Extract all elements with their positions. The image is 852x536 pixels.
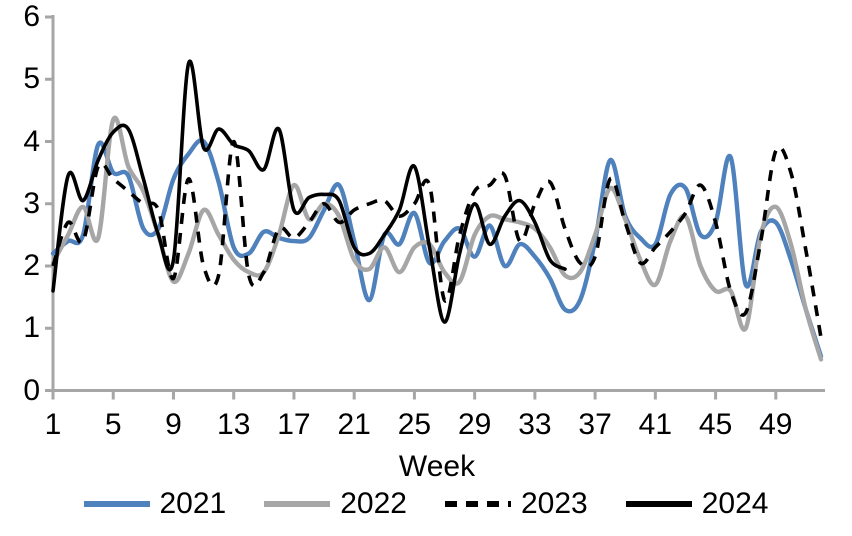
y-axis-tick-label: 4: [23, 124, 40, 158]
y-axis-tick-label: 5: [23, 62, 40, 96]
x-axis-tick-label: 13: [217, 408, 251, 441]
x-axis-tick-label: 37: [578, 408, 612, 441]
x-axis-tick-label: 21: [337, 408, 371, 441]
series-line-2022: [50, 115, 824, 362]
legend-label-2023: 2023: [521, 487, 588, 520]
x-axis-tick-label: 49: [759, 408, 793, 441]
legend-item-2024: 2024: [625, 487, 769, 521]
legend-swatch-2023: [445, 501, 511, 507]
x-axis-tick-label: 17: [277, 408, 311, 441]
x-axis-tick-label: 1: [44, 408, 62, 441]
legend-swatch-2021: [83, 501, 150, 507]
y-axis-tick-label: 1: [23, 311, 40, 345]
y-axis-tick-label: 0: [23, 373, 40, 407]
legend-item-2021: 2021: [83, 487, 227, 521]
x-axis-tick-label: 45: [698, 408, 733, 441]
legend-swatch-2022: [264, 501, 331, 507]
x-axis-tick-label: 33: [518, 408, 552, 441]
x-axis-tick-label: 5: [104, 408, 122, 441]
legend-item-2023: 2023: [445, 487, 588, 521]
legend: 2021 2022 2023 2024: [0, 487, 852, 521]
legend-label-2021: 2021: [159, 487, 227, 520]
x-axis-tick-label: 9: [165, 408, 182, 441]
series-line-2024: [51, 59, 567, 324]
series-line-2023: [51, 139, 823, 338]
legend-label-2022: 2022: [340, 487, 407, 520]
y-axis-tick-label: 2: [23, 249, 40, 282]
legend-label-2024: 2024: [701, 487, 769, 520]
legend-item-2022: 2022: [264, 487, 407, 521]
x-axis-title: Week: [398, 450, 476, 483]
x-axis-tick-label: 41: [638, 408, 673, 441]
y-axis-tick-label: 3: [23, 186, 40, 220]
x-axis-tick-label: 29: [457, 408, 492, 441]
x-axis-tick-label: 25: [397, 408, 432, 441]
legend-swatch-2024: [625, 501, 692, 507]
series-line-2021: [50, 138, 824, 359]
y-axis-tick-label: 6: [23, 0, 40, 33]
